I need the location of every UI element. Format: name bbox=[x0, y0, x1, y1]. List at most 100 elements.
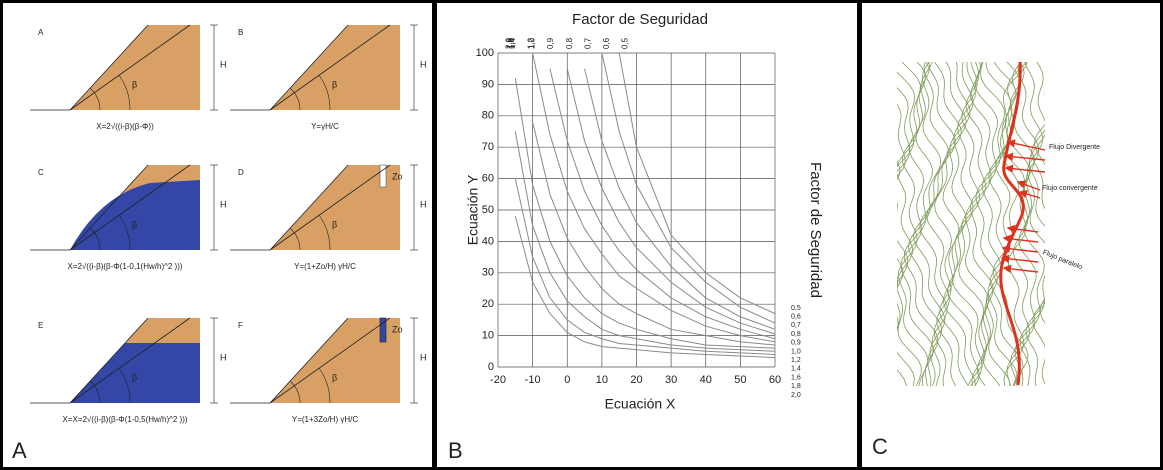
tension-crack bbox=[379, 317, 387, 343]
contour-line bbox=[989, 62, 1024, 386]
failure-plane bbox=[69, 164, 191, 251]
contour-line bbox=[897, 62, 929, 386]
curve-top-label: 0,6 bbox=[602, 37, 611, 49]
slope-diagram: Hβ B Y=γH/C bbox=[230, 24, 427, 131]
panel-b: 0 10 20 30 40 50 60 70 80 90 100 -20 -10 0 10 20 30 40 50 6… bbox=[465, 11, 824, 412]
y-axis-label: Ecuación Y bbox=[465, 174, 481, 245]
angle-arc bbox=[118, 367, 131, 404]
map-annotation: Flujo convergente bbox=[1042, 185, 1098, 192]
angle-arc bbox=[318, 367, 331, 404]
curve-end-label: 0,5 bbox=[791, 305, 801, 312]
formula: Y=γH/C bbox=[311, 122, 339, 131]
height-label: H bbox=[420, 199, 427, 209]
tension-crack bbox=[379, 164, 387, 188]
curve-end-label: 1,8 bbox=[791, 383, 801, 390]
failure-plane bbox=[69, 317, 191, 404]
water-zone bbox=[70, 180, 200, 250]
slope-body bbox=[270, 165, 400, 250]
diagram-letter: E bbox=[38, 321, 43, 330]
x-tick-label: 60 bbox=[769, 374, 781, 386]
flow-arrow bbox=[1002, 234, 1039, 243]
curve-top-label: 2,0 bbox=[504, 37, 513, 49]
angle-arc bbox=[318, 214, 331, 251]
flow-arrow bbox=[1001, 244, 1039, 253]
curve-top-label: 0,9 bbox=[546, 37, 555, 49]
angle-label: β bbox=[132, 219, 137, 229]
curve-end-label: 1,4 bbox=[791, 366, 801, 373]
curve-end-label: 1,6 bbox=[791, 374, 801, 381]
slope-face bbox=[69, 317, 149, 404]
slope-diagram: Hβ F Zo Y=(1+3Zo/H) γH/C bbox=[230, 317, 427, 424]
curve bbox=[618, 52, 776, 315]
formula: X=2√((i-β)(β-Φ)) bbox=[96, 122, 154, 131]
curve bbox=[532, 52, 776, 343]
right-axis-label: Factor de Seguridad bbox=[807, 162, 824, 298]
slope-diagram: Hβ C X=2√((i-β)(β-Φ(1-0,1(Hw/h)^2 ))) bbox=[30, 164, 227, 271]
slope-body bbox=[70, 25, 200, 110]
slope-body bbox=[270, 318, 400, 403]
slope-diagram: Hβ E X=X=2√((i-β)(β-Φ(1-0,5(Hw/h)^2 ))) bbox=[30, 317, 227, 424]
curve bbox=[532, 121, 776, 346]
y-tick-label: 30 bbox=[482, 267, 494, 279]
curve bbox=[514, 178, 776, 355]
curve-end-label: 1,0 bbox=[791, 348, 801, 355]
contour-line bbox=[900, 62, 934, 386]
angle-arc bbox=[318, 74, 331, 111]
panel-label: B bbox=[448, 438, 463, 463]
failure-plane bbox=[269, 164, 391, 251]
y-tick-label: 70 bbox=[482, 141, 494, 153]
diagram-letter: B bbox=[238, 28, 243, 37]
zo-label: Zo bbox=[392, 171, 403, 181]
angle-arc bbox=[118, 74, 131, 111]
slope-face bbox=[269, 164, 349, 251]
contour-line bbox=[897, 103, 906, 332]
curve-top-label: 0,7 bbox=[583, 37, 592, 49]
diagram-letter: A bbox=[38, 28, 44, 37]
chart-title: Factor de Seguridad bbox=[572, 11, 708, 28]
formula: X=2√((i-β)(β-Φ(1-0,1(Hw/h)^2 ))) bbox=[67, 262, 182, 271]
curve-top-label: 1,0 bbox=[528, 37, 537, 49]
angle-arc bbox=[89, 87, 101, 111]
x-tick-label: 30 bbox=[665, 374, 677, 386]
x-tick-label: 10 bbox=[596, 374, 608, 386]
height-label: H bbox=[420, 59, 427, 69]
curve-top-label: 0,8 bbox=[565, 37, 574, 49]
formula: Y=(1+Zo/H) γH/C bbox=[294, 262, 356, 271]
curve-top-label: 1,2 bbox=[527, 37, 536, 49]
curve-end-label: 1,2 bbox=[791, 357, 801, 364]
curve bbox=[514, 78, 776, 349]
curve-end-label: 0,8 bbox=[791, 331, 801, 338]
zo-label: Zo bbox=[392, 324, 403, 334]
x-tick-label: 0 bbox=[564, 374, 570, 386]
contour-line bbox=[1014, 62, 1045, 386]
contour-line bbox=[970, 62, 999, 386]
slope-diagram: Hβ A X=2√((i-β)(β-Φ)) bbox=[30, 24, 227, 131]
curve-top-label: 0,5 bbox=[620, 37, 629, 49]
curve-top-label: 1,4 bbox=[508, 37, 517, 49]
contour-line bbox=[897, 87, 911, 386]
contour-line bbox=[904, 62, 939, 386]
formula: X=X=2√((i-β)(β-Φ(1-0,5(Hw/h)^2 ))) bbox=[62, 415, 187, 424]
diagram-letter: C bbox=[38, 168, 44, 177]
y-tick-label: 20 bbox=[482, 298, 494, 310]
contour-line bbox=[897, 71, 916, 386]
contour-line bbox=[958, 62, 987, 386]
angle-label: β bbox=[332, 372, 337, 382]
angle-arc bbox=[289, 380, 301, 404]
slope-face bbox=[69, 24, 149, 111]
height-label: H bbox=[420, 352, 427, 362]
y-tick-label: 40 bbox=[482, 235, 494, 247]
curve bbox=[549, 68, 776, 340]
slope-diagram: Hβ D Zo Y=(1+Zo/H) γH/C bbox=[230, 164, 427, 271]
flow-arrow bbox=[1018, 189, 1041, 199]
slope-face bbox=[69, 164, 149, 251]
contour-line bbox=[934, 62, 967, 386]
flow-arrow bbox=[1016, 180, 1041, 191]
curve-end-label: 2,0 bbox=[791, 392, 801, 399]
slope-face bbox=[269, 24, 349, 111]
panel-label: A bbox=[12, 438, 27, 463]
contour-map bbox=[897, 62, 1045, 386]
panel-a: Hβ A X=2√((i-β)(β-Φ)) Hβ B Y=γH/C Hβ C X=2√((i-β… bbox=[30, 24, 427, 424]
curve-end-label: 0,6 bbox=[791, 314, 801, 321]
